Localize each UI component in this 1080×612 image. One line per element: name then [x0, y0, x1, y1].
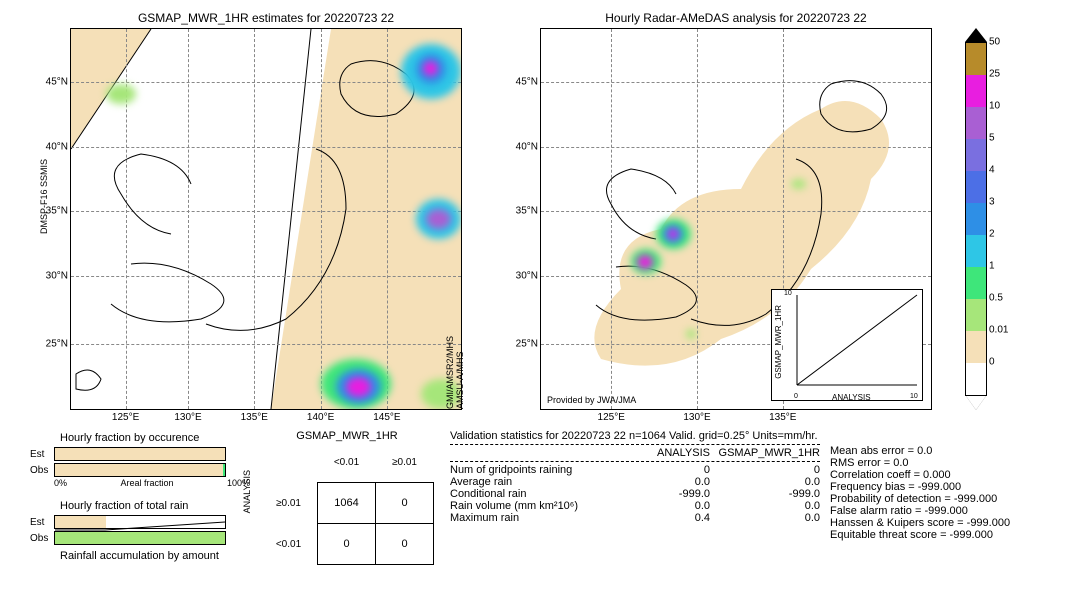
xlabel: 125°E: [112, 409, 139, 423]
xlabel: 135°E: [241, 409, 268, 423]
map-radar: Hourly Radar-AMeDAS analysis for 2022072…: [540, 28, 932, 410]
sensor-label-left: DMSP-F16 SSMIS: [39, 159, 49, 234]
ylabel: 30°N: [46, 271, 71, 282]
bar-fill: [55, 448, 225, 460]
xlabel: 125°E: [598, 409, 625, 423]
totalrain-header: Hourly fraction of total rain: [60, 500, 188, 512]
bar-label: Est: [30, 449, 54, 460]
xlabel: 130°E: [683, 409, 710, 423]
xlabel: 145°E: [373, 409, 400, 423]
contingency-table: GSMAP_MWR_1HR <0.01≥0.01 ≥0.01 1064 0 <0…: [260, 430, 434, 565]
ct-cell: 0: [318, 524, 376, 565]
xlabel: 140°E: [307, 409, 334, 423]
axis-label: 0%: [54, 478, 67, 488]
inset-ylabel: GSMAP_MWR_1HR: [774, 305, 783, 379]
validation-row: Average rain0.00.0: [450, 476, 820, 488]
bar-fill: [55, 532, 225, 544]
precip-blob: [346, 377, 371, 397]
precip-blob: [426, 209, 451, 229]
map-radar-body: GSMAP_MWR_1HR ANALYSIS 0 10 10 Provided …: [541, 29, 931, 409]
ct-colhead: ≥0.01: [376, 442, 434, 483]
ct-cell: 0: [376, 524, 434, 565]
precip-blob: [423, 61, 438, 76]
xlabel: 130°E: [174, 409, 201, 423]
validation-row: Maximum rain0.40.0: [450, 512, 820, 524]
validation-row: Rain volume (mm km²10⁶)0.00.0: [450, 500, 820, 512]
map-gsmap-title: GSMAP_MWR_1HR estimates for 20220723 22: [71, 11, 461, 25]
inset-tick: 0: [794, 393, 798, 400]
colorbar-tick: 3: [989, 197, 995, 208]
score-row: Mean abs error = 0.0: [830, 445, 1010, 457]
col-head: GSMAP_MWR_1HR: [710, 447, 820, 459]
score-row: RMS error = 0.0: [830, 457, 1010, 469]
col-head: ANALYSIS: [630, 447, 710, 459]
occurrence-bars: Est Obs 0% Areal fraction 100%: [30, 446, 250, 488]
score-stats: Mean abs error = 0.0RMS error = 0.0Corre…: [830, 445, 1010, 541]
totalrain-bars: Est Obs: [30, 514, 226, 546]
score-row: False alarm ratio = -999.000: [830, 505, 1010, 517]
precip-blob: [791, 179, 806, 189]
validation-title: Validation statistics for 20220723 22 n=…: [450, 430, 820, 442]
colorbar-tick: 2: [989, 229, 995, 240]
validation-row: Conditional rain-999.0-999.0: [450, 488, 820, 500]
colorbar-tick: 50: [989, 37, 1000, 48]
ylabel: 25°N: [46, 339, 71, 350]
ct-rowhead: <0.01: [260, 524, 318, 565]
ct-ylabel: ANALYSIS: [242, 470, 252, 513]
colorbar-tick: 0.5: [989, 293, 1003, 304]
colorbar: 502510543210.50.010: [965, 28, 987, 408]
colorbar-tick: 10: [989, 101, 1000, 112]
scatter-inset: GSMAP_MWR_1HR ANALYSIS 0 10 10: [771, 289, 923, 401]
precip-blob: [668, 229, 678, 239]
colorbar-tick: 1: [989, 261, 995, 272]
inset-tick: 10: [784, 290, 792, 297]
score-row: Frequency bias = -999.000: [830, 481, 1010, 493]
precip-blob: [106, 84, 136, 104]
precip-blob: [686, 329, 696, 339]
occurrence-header: Hourly fraction by occurence: [60, 432, 199, 444]
ylabel: 35°N: [46, 206, 71, 217]
bar-fill: [55, 464, 225, 476]
ylabel: 40°N: [46, 141, 71, 152]
ylabel: 25°N: [516, 339, 541, 350]
colorbar-tick: 25: [989, 69, 1000, 80]
colorbar-tick: 4: [989, 165, 995, 176]
scatter-plot: [772, 290, 922, 400]
ylabel: 30°N: [516, 271, 541, 282]
axis-label: Areal fraction: [120, 478, 173, 488]
ct-cell: 1064: [318, 483, 376, 524]
ylabel: 40°N: [516, 141, 541, 152]
xlabel: 135°E: [769, 409, 796, 423]
inset-tick: 10: [910, 393, 918, 400]
score-row: Hanssen & Kuipers score = -999.000: [830, 517, 1010, 529]
colorbar-tick: 5: [989, 133, 995, 144]
map-radar-title: Hourly Radar-AMeDAS analysis for 2022072…: [541, 11, 931, 25]
inset-xlabel: ANALYSIS: [832, 393, 871, 402]
ylabel: 45°N: [46, 77, 71, 88]
credit: Provided by JWA/JMA: [547, 395, 636, 405]
colorbar-tick: 0.01: [989, 325, 1008, 336]
validation-row: Num of gridpoints raining00: [450, 464, 820, 476]
bar-label: Obs: [30, 533, 54, 544]
ct-title: GSMAP_MWR_1HR: [260, 430, 434, 442]
ct-cell: 0: [376, 483, 434, 524]
precip-blob: [637, 255, 653, 269]
score-row: Probability of detection = -999.000: [830, 493, 1010, 505]
map-gsmap: GSMAP_MWR_1HR estimates for 20220723 22: [70, 28, 462, 410]
bar-label: Est: [30, 517, 54, 528]
accum-header: Rainfall accumulation by amount: [60, 550, 219, 562]
ylabel: 35°N: [516, 206, 541, 217]
score-row: Equitable threat score = -999.000: [830, 529, 1010, 541]
ct-colhead: <0.01: [318, 442, 376, 483]
colorbar-tick: 0: [989, 357, 995, 368]
score-row: Correlation coeff = 0.000: [830, 469, 1010, 481]
sensor-label-right: GMI/AMSR2/MHS AMSU-A/MHS: [445, 329, 465, 409]
ct-rowhead: ≥0.01: [260, 483, 318, 524]
bar-label: Obs: [30, 465, 54, 476]
ylabel: 45°N: [516, 77, 541, 88]
map-gsmap-body: [71, 29, 461, 409]
validation-stats: Validation statistics for 20220723 22 n=…: [450, 430, 820, 524]
